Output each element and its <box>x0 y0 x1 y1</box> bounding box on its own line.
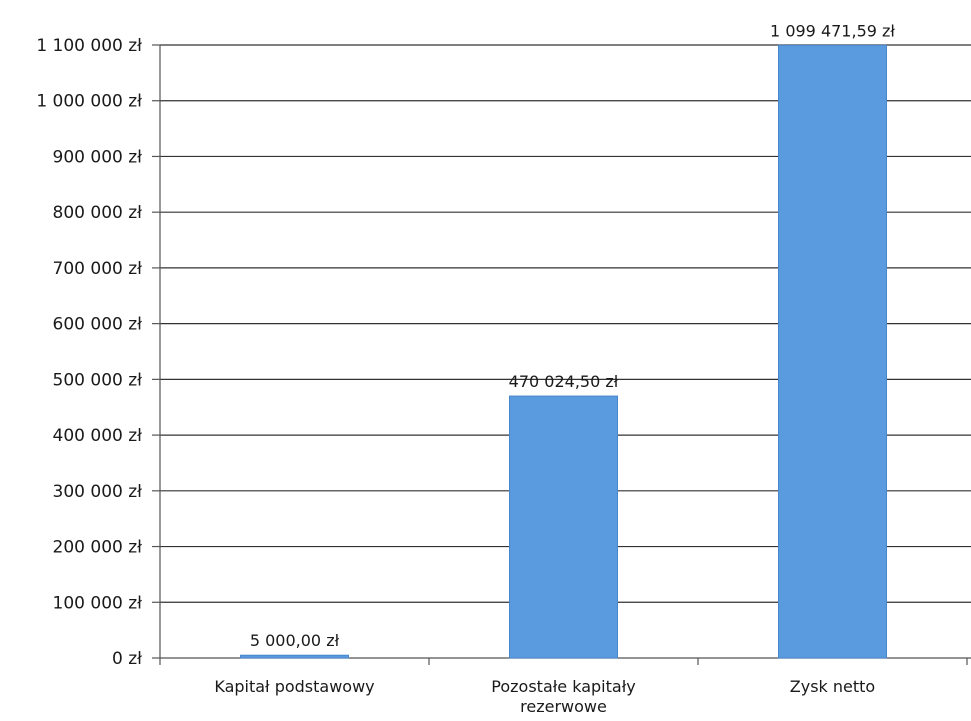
category-label: rezerwowe <box>520 697 607 716</box>
y-tick-label: 300 000 zł <box>53 482 143 502</box>
y-tick-label: 1 000 000 zł <box>36 92 142 112</box>
category-label: Zysk netto <box>790 677 875 696</box>
y-tick-label: 600 000 zł <box>53 315 143 335</box>
y-tick-label: 0 zł <box>112 649 142 669</box>
y-tick-label: 500 000 zł <box>53 370 143 390</box>
bar <box>778 44 887 659</box>
bar <box>240 654 349 659</box>
y-tick-label: 700 000 zł <box>53 259 143 279</box>
y-tick-label: 800 000 zł <box>53 203 143 223</box>
data-label: 470 024,50 zł <box>509 372 619 391</box>
y-tick-label: 1 100 000 zł <box>36 36 142 56</box>
y-tick-label: 200 000 zł <box>53 538 143 558</box>
data-label: 5 000,00 zł <box>250 631 340 650</box>
data-label: 1 099 471,59 zł <box>770 21 895 40</box>
y-tick-label: 900 000 zł <box>53 147 143 167</box>
y-tick-label: 100 000 zł <box>53 593 143 613</box>
category-label: Pozostałe kapitały <box>491 677 635 696</box>
bar <box>509 395 618 659</box>
y-tick-label: 400 000 zł <box>53 426 143 446</box>
category-label: Kapitał podstawowy <box>214 677 374 696</box>
